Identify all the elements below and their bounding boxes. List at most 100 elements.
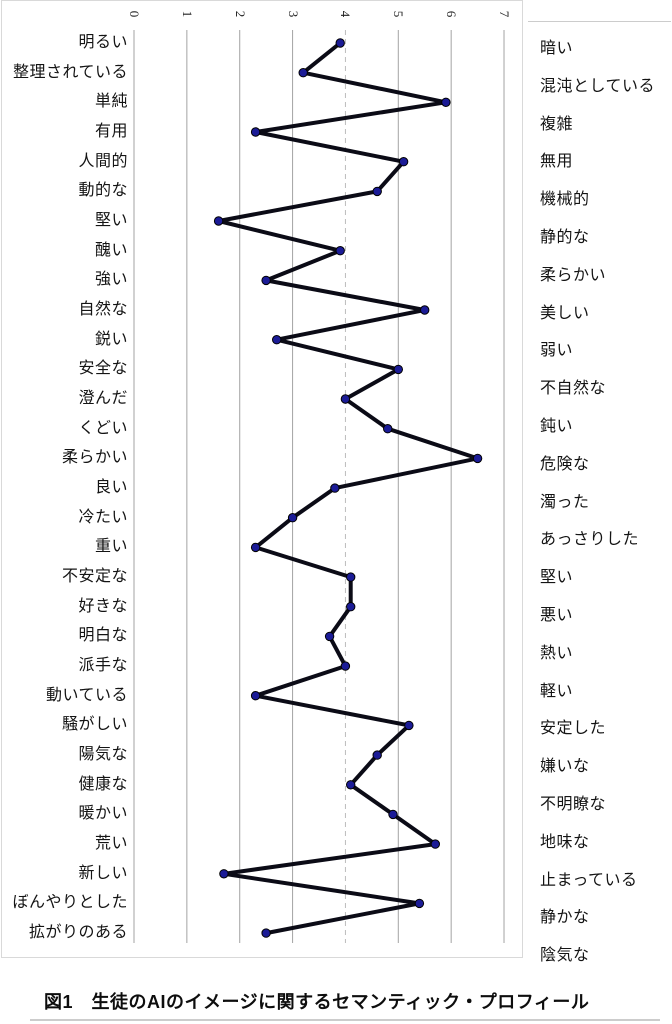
data-point-16 [287,513,298,523]
right-label-16: 熱い [540,644,574,662]
right-label-6: 柔らかい [540,266,607,284]
data-point-2 [441,97,451,108]
data-point-20 [324,631,335,642]
data-point-13 [383,424,393,434]
left-label-15: 良い [94,479,128,497]
right-label-5: 静的な [540,229,590,246]
right-label-24: 陰気な [540,947,590,965]
data-point-22 [250,691,261,701]
left-label-21: 派手な [78,657,128,675]
left-label-23: 騒がしい [61,716,128,734]
data-point-11 [393,364,403,375]
data-point-7 [335,246,345,256]
left-label-26: 暖かい [78,805,128,823]
data-point-23 [404,720,414,731]
left-label-29: ぼんやりとした [12,894,128,912]
left-label-18: 不安定な [61,568,128,586]
right-label-18: 安定した [540,720,607,738]
right-label-14: 堅い [540,569,574,587]
data-point-8 [261,275,271,286]
left-label-12: 澄んだ [78,390,128,408]
data-point-24 [372,750,382,760]
data-point-9 [420,305,430,315]
left-label-16: 冷たい [78,508,128,526]
data-point-6 [213,216,224,226]
left-label-10: 鋭い [94,330,128,348]
right-label-4: 機械的 [540,191,590,209]
axis-tick-7: 7 [497,10,513,18]
axis-tick-0: 0 [127,10,142,18]
data-points [213,38,483,938]
data-point-21 [340,661,351,671]
left-label-2: 単純 [94,93,128,111]
gridlines [133,30,505,943]
left-label-9: 自然な [78,301,128,319]
left-label-1: 整理されている [12,63,128,81]
left-label-6: 堅い [94,212,128,230]
data-point-18 [346,572,356,582]
right-label-10: 鈍い [540,418,574,435]
right-label-23: 静かな [540,909,590,927]
figure-caption: 図1 生徒のAIのイメージに関するセマンティック・プロフィール [44,992,590,1012]
right-column-top-border [528,21,671,22]
left-label-17: 重い [94,538,128,556]
chart-frame [1,0,523,958]
right-label-13: あっさりした [540,531,640,549]
left-label-3: 有用 [94,123,128,140]
data-point-12 [340,394,351,404]
axis-tick-6: 6 [444,10,460,18]
right-label-15: 悪い [540,607,574,624]
right-label-3: 無用 [540,153,574,171]
left-label-14: 柔らかい [61,449,128,467]
axis-tick-3: 3 [285,10,301,18]
axis-tick-5: 5 [391,10,407,18]
left-label-20: 明白な [78,627,128,645]
data-point-5 [372,186,382,197]
axis-tick-4: 4 [338,10,354,18]
left-label-22: 動いている [45,686,128,704]
axis-tick-2: 2 [232,10,248,18]
data-point-19 [346,602,356,612]
data-point-14 [472,453,483,464]
data-point-1 [298,68,308,78]
data-point-28 [219,869,229,879]
right-label-8: 弱い [540,342,574,360]
data-point-0 [335,38,345,48]
data-point-10 [272,335,282,345]
data-point-25 [346,780,356,790]
right-label-20: 不明瞭な [540,796,607,813]
left-label-30: 拡がりのある [28,924,128,942]
left-label-25: 健康な [78,775,128,793]
left-label-28: 新しい [78,864,128,882]
data-point-17 [250,542,261,553]
left-label-24: 陽気な [78,746,128,764]
data-point-30 [261,928,271,938]
left-label-13: くどい [78,419,128,437]
left-label-11: 安全な [78,360,128,378]
data-point-3 [250,127,261,137]
right-label-11: 危険な [540,455,590,473]
data-point-26 [388,809,398,820]
data-point-27 [430,839,440,849]
right-label-19: 嫌いな [540,758,590,776]
axis-tick-1: 1 [179,10,195,18]
left-label-27: 荒い [94,835,128,853]
right-label-9: 不自然な [540,380,607,398]
left-label-4: 人間的 [78,152,128,170]
right-label-12: 濁った [540,493,590,511]
left-label-7: 醜い [94,241,128,259]
left-label-5: 動的な [78,182,128,200]
left-label-19: 好きな [78,597,128,615]
right-label-0: 暗い [540,40,574,57]
data-point-4 [398,157,409,167]
right-label-21: 地味な [540,833,590,851]
right-label-22: 止まっている [540,871,638,889]
left-label-0: 明るい [78,34,128,51]
left-label-8: 強い [94,271,128,289]
profile-line [216,41,480,936]
data-point-29 [414,898,425,909]
right-label-2: 複雑 [540,115,574,133]
right-label-17: 軽い [540,682,574,700]
